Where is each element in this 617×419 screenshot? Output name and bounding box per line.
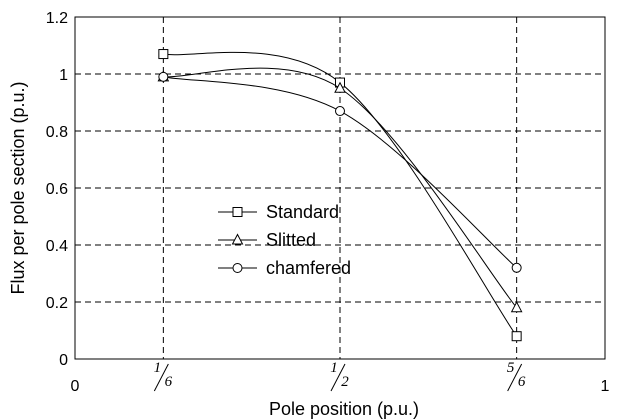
data-point-slitted (510, 301, 523, 313)
x-tick-label: 1 (601, 378, 610, 395)
chart-legend: Standard Slitted chamfered (218, 202, 351, 278)
grid-lines (75, 17, 605, 359)
x-tick-fraction-slash (153, 363, 169, 392)
legend-label-standard: Standard (266, 202, 339, 222)
x-tick-fraction-slash (507, 363, 523, 392)
x-tick-label: 0 (71, 378, 80, 395)
x-tick-fraction-numerator: 1 (330, 360, 338, 376)
data-point-chamfered (158, 71, 169, 82)
x-tick-fraction-slash (330, 363, 346, 392)
plot-area-frame (74, 16, 606, 360)
legend-label-chamfered: chamfered (266, 258, 351, 278)
legend-marker-chamfered (232, 263, 243, 273)
data-point-standard (158, 49, 169, 60)
x-tick-fraction-numerator: 1 (154, 360, 162, 376)
y-tick-label: 0.4 (46, 238, 68, 255)
series-chamfered (158, 71, 522, 273)
x-tick-fraction-denominator: 6 (165, 374, 173, 390)
data-point-chamfered (511, 262, 522, 273)
y-axis-title: Flux per pole section (p.u.) (8, 81, 28, 294)
y-tick-label: 0.8 (46, 124, 68, 141)
x-tick-fraction-numerator: 5 (507, 360, 515, 376)
y-tick-label: 0.2 (46, 295, 68, 312)
y-tick-label: 1 (59, 67, 68, 84)
data-point-standard (511, 331, 522, 342)
x-tick-fraction-denominator: 2 (341, 374, 349, 390)
legend-label-slitted: Slitted (266, 230, 316, 250)
data-point-slitted (334, 81, 346, 93)
series-lines (157, 49, 523, 342)
y-tick-label: 0.6 (46, 181, 68, 198)
legend-marker-slitted (231, 233, 244, 245)
x-tick-fraction-denominator: 6 (518, 374, 526, 390)
legend-marker-standard (232, 207, 243, 217)
x-axis-title: Pole position (p.u.) (269, 399, 419, 419)
data-point-chamfered (335, 106, 345, 117)
y-tick-label: 1.2 (46, 10, 68, 27)
y-tick-label: 0 (59, 352, 68, 369)
series-line-standard (163, 51, 518, 337)
